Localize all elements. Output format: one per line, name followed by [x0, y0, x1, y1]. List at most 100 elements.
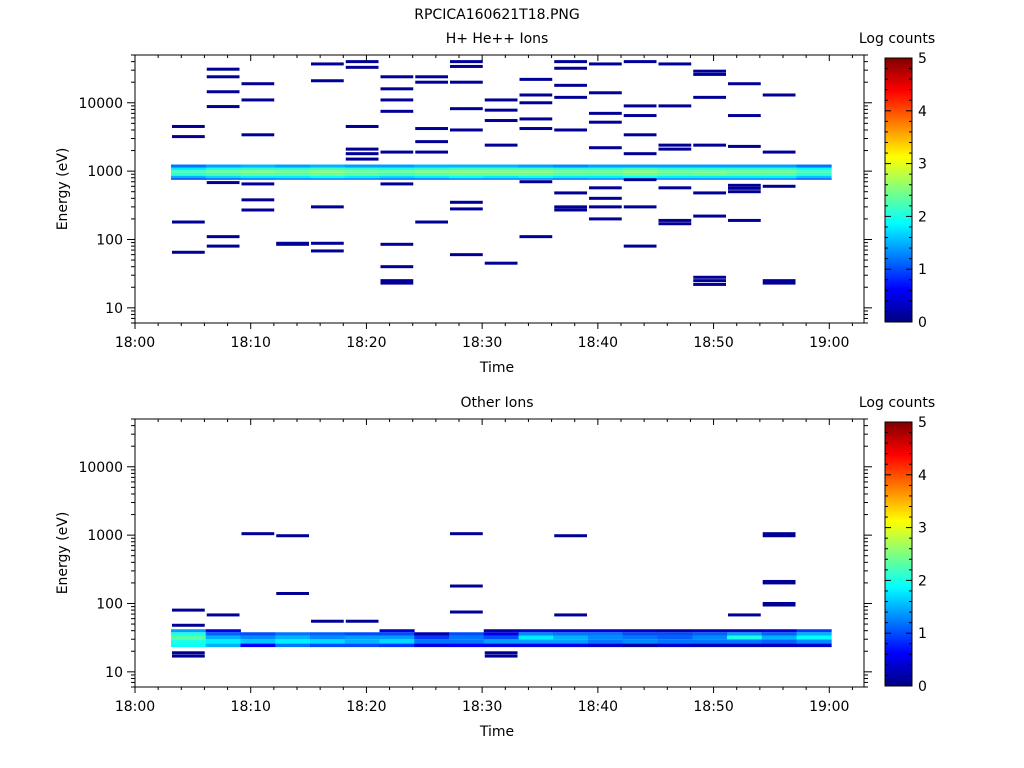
heatmap-cell	[553, 629, 589, 633]
heatmap-cell	[483, 632, 519, 636]
x-tick-label: 19:00	[809, 699, 849, 715]
heatmap-cell	[414, 643, 450, 648]
y-tick-label: 1000	[87, 528, 123, 544]
count-cell	[345, 152, 379, 156]
heatmap-cell	[344, 175, 380, 179]
heatmap-cell	[727, 629, 763, 633]
heatmap-cell	[344, 643, 380, 648]
heatmap-cell	[310, 178, 346, 180]
count-cell	[206, 613, 240, 617]
count-cell	[345, 65, 379, 69]
heatmap-cell	[622, 629, 658, 633]
heatmap-cell	[240, 170, 276, 173]
heatmap-cell	[518, 632, 554, 636]
count-cell	[658, 186, 692, 190]
count-cell	[172, 608, 205, 612]
x-tick-label: 18:10	[231, 699, 271, 715]
heatmap-cell	[310, 175, 346, 179]
colorbar-tick-label: 5	[918, 415, 927, 431]
panel-title: Other Ions	[460, 395, 533, 411]
count-cell	[241, 532, 275, 536]
heatmap-cell	[588, 639, 624, 644]
heatmap-cell	[796, 635, 832, 640]
heatmap-cell	[553, 167, 589, 171]
heatmap-cell	[240, 643, 276, 648]
count-cell	[762, 279, 796, 283]
heatmap-cell	[379, 629, 415, 633]
count-cell	[311, 205, 344, 209]
count-cell	[206, 105, 240, 109]
heatmap-cell	[657, 167, 693, 171]
count-cell	[172, 250, 205, 254]
heatmap-cell	[310, 643, 346, 648]
heatmap-cell	[796, 175, 832, 179]
heatmap-cell	[449, 172, 485, 176]
count-cell	[311, 62, 344, 66]
count-cell	[345, 124, 379, 128]
y-tick-label: 100	[96, 596, 123, 612]
heatmap-cell	[588, 643, 624, 648]
count-cell	[484, 654, 518, 658]
count-cell	[693, 69, 726, 73]
count-cell	[241, 82, 275, 86]
heatmap-cell	[657, 172, 693, 176]
x-tick-label: 18:10	[231, 335, 271, 351]
count-cell	[380, 150, 414, 154]
heatmap-cell	[483, 629, 519, 633]
heatmap-cell	[344, 170, 380, 173]
heatmap-cell	[414, 178, 450, 180]
count-cell	[728, 183, 761, 187]
heatmap-cell	[344, 167, 380, 171]
heatmap-cell	[414, 635, 450, 640]
heatmap-cell	[449, 643, 485, 648]
heatmap-cell	[483, 639, 519, 644]
heatmap-cells	[171, 532, 832, 658]
heatmap-cell	[761, 172, 797, 176]
heatmap-cell	[518, 164, 554, 168]
x-axis-label: Time	[479, 724, 514, 740]
heatmap-cell	[310, 167, 346, 171]
heatmap-cell	[379, 635, 415, 640]
count-cell	[450, 200, 483, 204]
count-cell	[380, 242, 414, 246]
heatmap-cell	[761, 632, 797, 636]
count-cell	[762, 532, 796, 536]
colorbar: Log counts 0 1 2 3 4 5	[859, 31, 935, 331]
count-cell	[484, 119, 518, 123]
heatmap-cell	[518, 629, 554, 633]
x-tick-label: 18:20	[346, 335, 386, 351]
x-tick-label: 19:00	[809, 335, 849, 351]
heatmap-cell	[240, 635, 276, 640]
heatmap-cell	[761, 639, 797, 644]
x-tick-label: 18:50	[693, 699, 733, 715]
count-cell	[484, 108, 518, 112]
count-cell	[554, 205, 587, 209]
count-cell	[276, 591, 309, 595]
heatmap-cell	[310, 632, 346, 636]
count-cell	[762, 579, 796, 583]
heatmap-cell	[761, 643, 797, 648]
count-cell	[589, 120, 622, 124]
colorbar-tick-label: 0	[918, 315, 927, 331]
heatmap-cell	[449, 632, 485, 636]
count-cell	[623, 114, 657, 118]
heatmap-cell	[518, 178, 554, 180]
heatmap-cell	[414, 170, 450, 173]
count-cell	[589, 62, 622, 66]
count-cell	[311, 79, 344, 83]
heatmap-cell	[483, 175, 519, 179]
heatmap-cell	[344, 639, 380, 644]
colorbar-tick-label: 2	[918, 573, 927, 589]
count-cell	[589, 186, 622, 190]
colorbar-tick-label: 0	[918, 679, 927, 695]
count-cell	[380, 98, 414, 102]
heatmap-cell	[379, 170, 415, 173]
heatmap-cell	[449, 635, 485, 640]
heatmap-cell	[240, 164, 276, 168]
count-cell	[450, 253, 483, 257]
heatmap-cell	[761, 635, 797, 640]
count-cell	[693, 279, 726, 283]
heatmap-cell	[275, 164, 311, 168]
count-cell	[172, 623, 205, 627]
heatmap-cell	[275, 175, 311, 179]
